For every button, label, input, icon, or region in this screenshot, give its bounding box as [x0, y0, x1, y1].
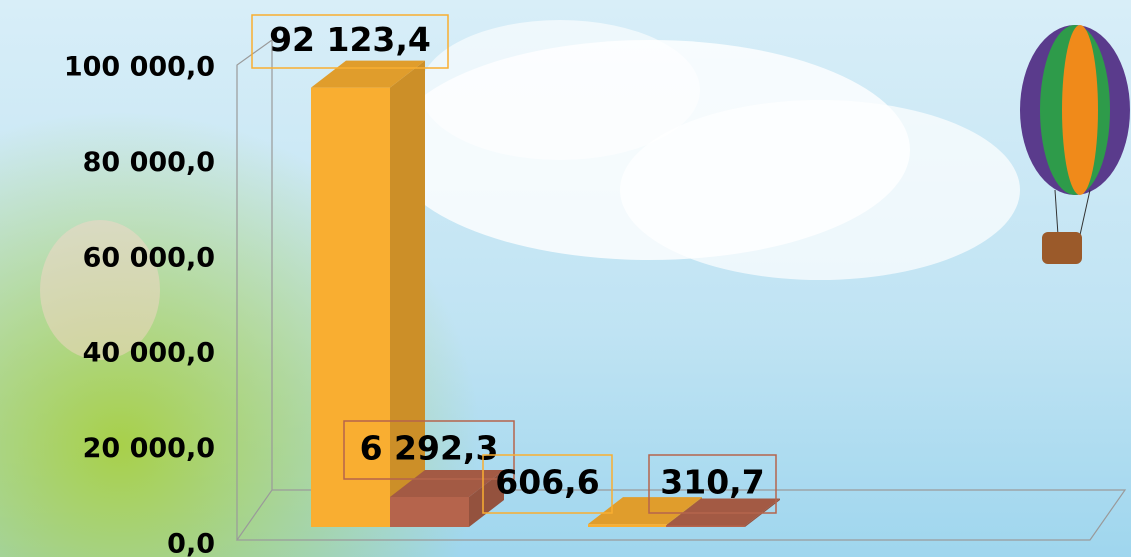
value-label-box — [343, 420, 515, 480]
bar-face — [588, 524, 667, 527]
bar-face — [588, 497, 702, 525]
y-tick-label: 100 000,0 — [64, 52, 215, 83]
bar-face — [311, 87, 390, 527]
y-tick-label: 20 000,0 — [83, 433, 215, 464]
bar-face — [390, 60, 425, 527]
plot-frame — [235, 38, 1127, 541]
balloon — [1020, 25, 1130, 264]
bar — [390, 469, 504, 527]
value-label: 92 123,4 — [269, 20, 431, 59]
value-label: 6 292,3 — [360, 429, 499, 468]
y-tick-label: 0,0 — [167, 529, 215, 557]
y-tick-label: 40 000,0 — [83, 338, 215, 369]
y-tick-label: 60 000,0 — [83, 242, 215, 273]
bar-face — [390, 496, 469, 527]
bar-face — [390, 469, 504, 497]
value-label: 310,7 — [660, 463, 764, 502]
value-label-box — [251, 14, 449, 69]
value-label: 606,6 — [495, 463, 599, 502]
value-label-box — [482, 454, 613, 514]
bar — [311, 60, 425, 527]
bar-face — [469, 469, 504, 527]
value-label-box — [648, 454, 777, 514]
bar-face — [666, 525, 745, 527]
y-tick-label: 80 000,0 — [83, 147, 215, 178]
bar-face — [666, 498, 780, 526]
